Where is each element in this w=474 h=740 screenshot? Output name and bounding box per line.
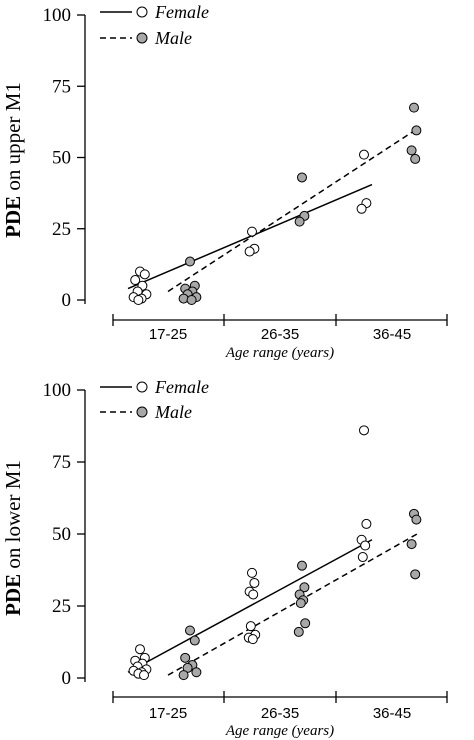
y-tick-label: 100 (43, 380, 72, 401)
y-axis-label-bold: PDE (1, 196, 25, 238)
trend-line-male (167, 533, 418, 676)
y-tick-label: 75 (52, 452, 71, 473)
data-point-male (185, 256, 195, 267)
data-point-male (294, 216, 305, 227)
x-axis-label: Age range (years) (225, 723, 334, 739)
y-tick-label: 25 (52, 219, 71, 240)
legend-label-male: Male (154, 28, 192, 48)
y-tick-label: 100 (43, 5, 72, 26)
data-point-female (359, 149, 369, 160)
y-tick-label: 50 (52, 148, 71, 169)
y-tick-label: 50 (52, 524, 71, 545)
y-axis-label-bold: PDE (1, 574, 25, 616)
data-point-male (300, 618, 311, 629)
data-point-male (406, 145, 417, 156)
data-point-male (410, 569, 421, 580)
data-point-female (130, 275, 141, 286)
chart-panel-lower: 0 25 50 75 100 17-25 26-35 36-45 Age range (year… (1, 377, 448, 739)
data-point-female (360, 540, 371, 551)
trend-line-female (127, 183, 373, 290)
x-tick-label: 17-25 (149, 326, 187, 343)
data-point-female (248, 589, 259, 600)
data-point-female (245, 621, 256, 632)
data-point-male (409, 102, 419, 113)
x-tick-label: 17-25 (149, 705, 187, 722)
data-point-female (357, 552, 368, 563)
y-axis-label: PDE on lower M1 (1, 460, 25, 616)
y-axis-label-rest: on lower M1 (1, 460, 25, 574)
legend-marker-male (136, 406, 148, 418)
data-point-male (406, 539, 417, 550)
legend-label-male: Male (154, 402, 192, 422)
data-point-female (247, 634, 258, 645)
data-point-male (411, 514, 422, 525)
data-point-male (186, 295, 197, 305)
data-point-male (189, 635, 200, 646)
data-point-male (410, 153, 421, 164)
data-point-male (297, 560, 307, 571)
y-tick-label: 75 (52, 76, 71, 97)
data-point-female (244, 246, 255, 257)
legend-label-female: Female (154, 2, 209, 22)
data-point-female (247, 226, 257, 237)
legend-marker-female (136, 381, 148, 393)
y-tick-label: 0 (62, 290, 72, 311)
legend-marker-male (136, 32, 148, 44)
data-point-female (361, 518, 372, 529)
trend-line-male (167, 128, 418, 293)
x-tick-label: 36-45 (373, 326, 411, 343)
data-point-male (297, 172, 307, 183)
data-point-male (293, 626, 304, 637)
data-point-female (249, 577, 260, 588)
y-axis-label-rest: on upper M1 (1, 82, 25, 196)
y-tick-label: 0 (62, 668, 72, 689)
legend-marker-female (136, 6, 148, 18)
legend-label-female: Female (154, 377, 209, 397)
data-point-male (178, 670, 189, 681)
data-point-female (356, 203, 367, 214)
data-point-female (139, 670, 149, 681)
data-point-female (247, 567, 257, 578)
data-point-male (178, 293, 189, 304)
data-point-male (191, 667, 202, 678)
data-point-male (180, 652, 191, 663)
x-tick-label: 26-35 (261, 326, 299, 343)
x-axis-label: Age range (years) (225, 345, 334, 361)
y-axis-label: PDE on upper M1 (1, 82, 25, 238)
data-point-female (359, 425, 369, 436)
data-point-male (411, 125, 422, 136)
y-tick-label: 25 (52, 596, 71, 617)
data-point-female (133, 295, 144, 305)
data-point-female (139, 269, 150, 280)
data-point-male (295, 598, 306, 609)
x-tick-label: 26-35 (261, 705, 299, 722)
trend-line-female (127, 539, 373, 673)
x-tick-label: 36-45 (373, 705, 411, 722)
data-point-female (135, 644, 145, 655)
chart-panel-upper: 0 25 50 75 100 17-25 26-35 36-45 Age range (year… (1, 2, 448, 361)
data-point-male (299, 582, 310, 593)
data-point-male (185, 625, 195, 636)
